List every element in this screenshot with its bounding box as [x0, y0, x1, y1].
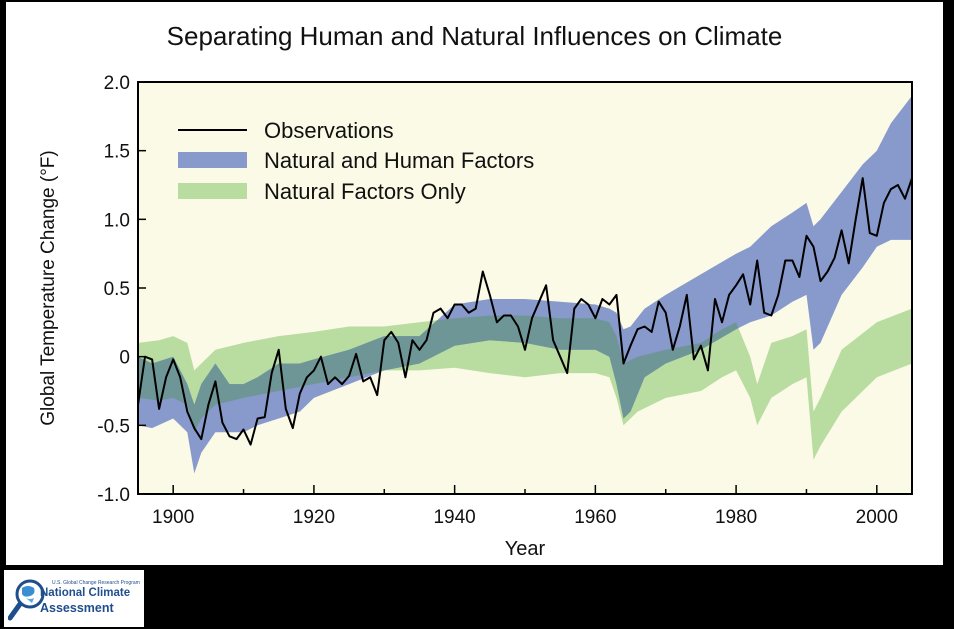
- observations-line: [138, 177, 912, 446]
- legend-label: Natural and Human Factors: [264, 148, 534, 173]
- legend-label: Observations: [264, 118, 394, 143]
- y-tick-label: 1.0: [104, 210, 130, 231]
- legend-swatch-band: [178, 152, 247, 168]
- x-tick-label: 1980: [715, 507, 757, 528]
- observations-group: [138, 177, 912, 446]
- y-tick-label: 0: [119, 348, 130, 369]
- legend-label: Natural Factors Only: [264, 179, 466, 204]
- band-overlap: [138, 308, 912, 460]
- x-tick-label: 1900: [152, 507, 194, 528]
- legend-swatch-band: [178, 183, 247, 199]
- y-tick-label: 0.5: [104, 279, 130, 300]
- x-tick-label: 1960: [574, 507, 616, 528]
- legend: Observations Natural and Human Factors Nat…: [178, 118, 534, 204]
- y-axis-label: Global Temperature Change (°F): [38, 150, 59, 426]
- nca-logo: U.S. Global Change Research Program Nati…: [4, 570, 144, 627]
- chart-title: Separating Human and Natural Influences …: [166, 21, 783, 51]
- natural-factors-band: [138, 308, 912, 460]
- bands: [138, 95, 912, 474]
- magnifier-globe-icon: [8, 579, 45, 621]
- x-tick-label: 2000: [856, 507, 898, 528]
- y-tick-label: 2.0: [104, 73, 130, 94]
- logo-title-line2: Assessment: [40, 601, 114, 615]
- y-axis: 2.0 1.5 1.0 0.5 0 -0.5 -1.0: [97, 73, 146, 506]
- y-tick-label: 1.5: [104, 142, 130, 163]
- x-tick-label: 1940: [433, 507, 475, 528]
- logo-title-line1: National Climate: [40, 587, 131, 599]
- y-tick-label: -1.0: [97, 485, 130, 506]
- chart: 2.01.51.00.50-0.5-1.0 1900 1920 1940 1960 19…: [38, 73, 913, 560]
- x-axis-label: Year: [505, 538, 546, 560]
- logo-program-text: U.S. Global Change Research Program: [52, 580, 140, 586]
- slide: Separating Human and Natural Influences …: [6, 2, 943, 565]
- x-tick-label: 1920: [293, 507, 335, 528]
- y-tick-label: -0.5: [97, 416, 130, 437]
- x-axis: 1900 1920 1940 1960 1980 2000: [152, 485, 898, 528]
